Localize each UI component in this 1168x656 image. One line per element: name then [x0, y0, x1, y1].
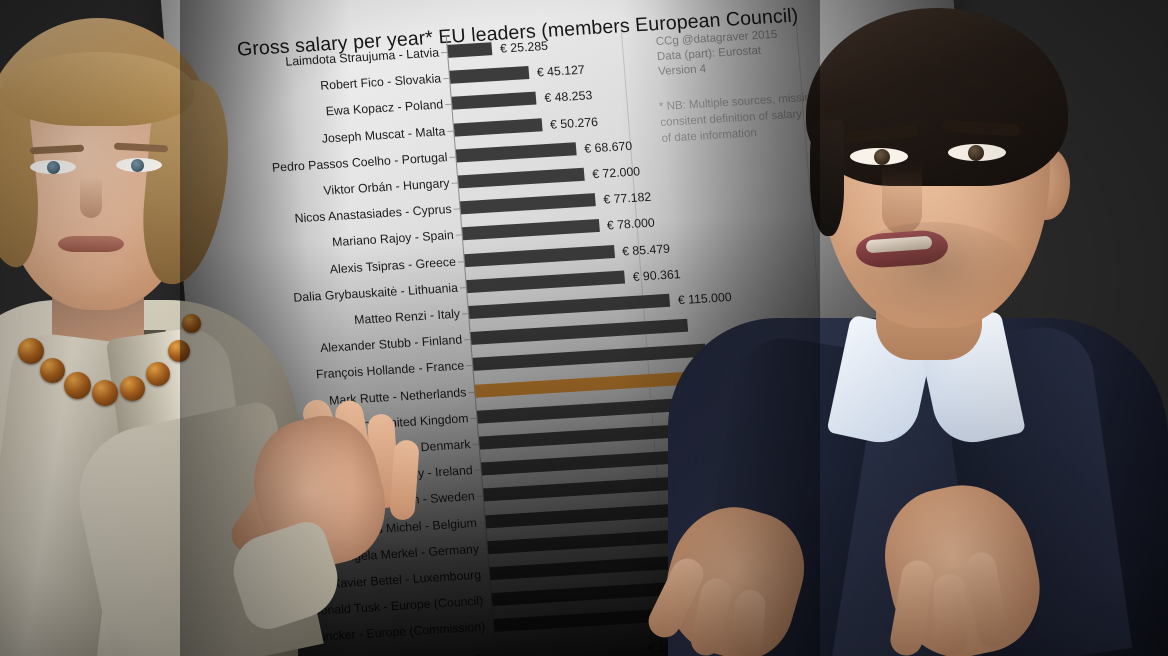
necklace-bead: [40, 358, 65, 383]
tsipras-left-finger-3: [731, 589, 767, 656]
bar: [460, 193, 596, 215]
bar-value-label: € 50.276: [549, 114, 599, 132]
merkel-eye-left: [30, 160, 76, 174]
tsipras-portrait: [643, 0, 1168, 656]
necklace-bead: [92, 380, 118, 406]
tsipras-hair: [806, 8, 1068, 186]
bar: [455, 142, 577, 163]
merkel-nose: [80, 176, 102, 218]
tsipras-eye-right: [948, 144, 1006, 161]
bar: [468, 293, 671, 320]
bar-value-label: € 45.127: [536, 62, 586, 80]
necklace-bead: [146, 362, 170, 386]
bar-category-label: Matteo Renzi - Italy: [353, 306, 461, 328]
merkel-necklace: [14, 292, 201, 422]
tsipras-iris-left: [874, 149, 890, 165]
merkel-iris-right: [131, 159, 144, 172]
bar-value-label: € 68.670: [583, 138, 633, 156]
necklace-bead: [168, 340, 190, 362]
tsipras-right-finger-2: [932, 573, 968, 656]
bar-value-label: € 77.182: [602, 189, 652, 207]
bar: [447, 42, 493, 58]
tsipras-face-shadow: [838, 222, 1028, 330]
merkel-iris-left: [47, 161, 60, 174]
x-axis-tick-label: € -: [473, 651, 488, 656]
merkel-portrait: [0, 0, 420, 656]
bar-value-label: € 78.000: [606, 215, 656, 233]
necklace-bead: [64, 372, 91, 399]
bar: [457, 167, 585, 189]
bar-value-label: € 25.285: [499, 38, 549, 56]
necklace-bead: [18, 338, 44, 364]
tsipras-sideburn: [810, 120, 844, 236]
bar: [451, 91, 537, 111]
necklace-bead: [120, 376, 145, 401]
bar: [466, 270, 626, 293]
bar: [449, 66, 530, 84]
merkel-fringe: [2, 52, 194, 126]
bar-value-label: € 48.253: [543, 88, 593, 106]
merkel-lips: [58, 236, 124, 252]
bar: [462, 219, 600, 241]
tsipras-iris-right: [968, 145, 984, 161]
tsipras-eye-left: [850, 148, 908, 165]
bar: [453, 117, 543, 137]
bar-value-label: € 72.000: [591, 164, 641, 182]
merkel-eye-right: [116, 158, 162, 172]
necklace-bead: [182, 314, 201, 333]
bar: [464, 244, 615, 267]
